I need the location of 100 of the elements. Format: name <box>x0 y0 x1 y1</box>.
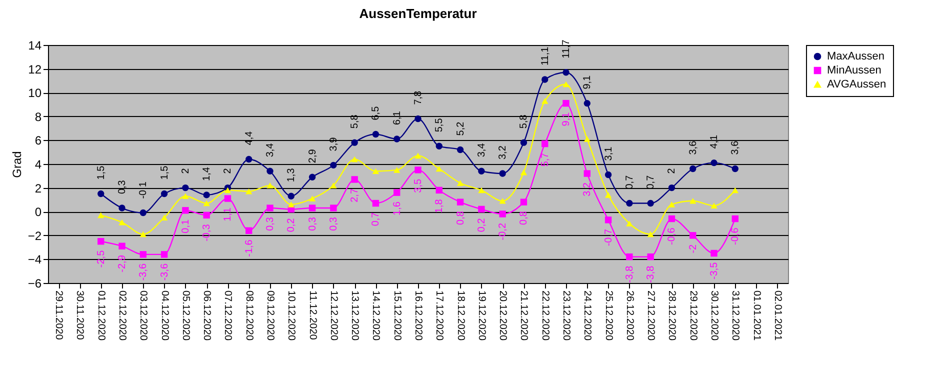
point <box>246 227 252 234</box>
point <box>372 200 380 207</box>
point <box>584 136 590 142</box>
point <box>182 207 189 214</box>
point <box>626 220 633 226</box>
x-tick-label: 31.12.2020 <box>730 290 741 341</box>
point <box>436 166 442 172</box>
data-label: -0,6 <box>730 227 742 245</box>
data-label: 1,3 <box>286 168 298 182</box>
x-tick-label: 01.01.2021 <box>750 290 762 341</box>
point <box>604 216 612 224</box>
point <box>224 187 232 194</box>
point <box>118 219 126 226</box>
point <box>710 250 718 257</box>
data-label: 3,1 <box>603 146 614 161</box>
point <box>160 251 168 258</box>
x-tick-label: 25.12.2020 <box>602 290 614 341</box>
point <box>394 189 400 196</box>
data-label: 0,7 <box>370 212 382 226</box>
point <box>266 204 274 212</box>
data-label: 0,2 <box>476 218 488 232</box>
point <box>732 165 738 172</box>
x-tick-label: 24.12.2020 <box>582 290 593 341</box>
point <box>710 202 718 209</box>
data-label: -2,5 <box>96 250 107 268</box>
data-label: 2,9 <box>307 148 318 164</box>
data-label: 2,7 <box>350 188 361 202</box>
point <box>414 166 422 174</box>
point <box>499 170 506 177</box>
point <box>140 209 146 216</box>
point <box>690 165 696 172</box>
y-tick-label: −6 <box>28 276 42 290</box>
point <box>351 176 358 183</box>
point <box>246 188 252 194</box>
point <box>478 206 485 213</box>
chart-title: AussenTemperatur <box>359 6 477 21</box>
point <box>520 198 528 206</box>
x-tick-label: 30.11.2020 <box>74 290 86 340</box>
x-tick-label: 12.12.2020 <box>328 290 339 341</box>
x-tick-label: 22.12.2020 <box>539 290 550 341</box>
data-label: 6,1 <box>392 110 403 126</box>
x-tick-label: 09.12.2020 <box>264 290 276 341</box>
point <box>626 200 633 207</box>
data-label: 3,4 <box>265 142 276 158</box>
y-tick-label: 14 <box>28 38 42 52</box>
data-label: 0,3 <box>328 216 340 231</box>
point <box>98 238 104 245</box>
point <box>668 202 676 208</box>
x-tick-label: 29.12.2020 <box>687 290 698 341</box>
point <box>562 69 570 76</box>
point <box>182 193 189 200</box>
data-label: 1,6 <box>392 201 403 216</box>
point <box>308 174 316 180</box>
data-label: 9,1 <box>582 74 594 90</box>
point <box>203 192 210 198</box>
data-label: -0,6 <box>666 227 678 245</box>
x-tick-label: 18.12.2020 <box>454 290 466 341</box>
data-label: -1,6 <box>244 239 255 257</box>
point <box>414 115 422 122</box>
x-tick-label: 29.11.2020 <box>53 290 64 340</box>
point <box>456 198 464 206</box>
data-label: -3,5 <box>709 262 720 280</box>
x-tick-label: 17.12.2020 <box>434 290 445 341</box>
data-label: -3,8 <box>624 265 636 284</box>
point <box>710 159 718 166</box>
data-label: 3,6 <box>730 140 742 155</box>
x-tick-label: 19.12.2020 <box>476 290 487 341</box>
point <box>604 171 612 178</box>
point <box>520 169 528 176</box>
y-tick-label: 4 <box>34 158 42 172</box>
point <box>288 192 294 200</box>
point <box>584 100 590 107</box>
data-label: 3,6 <box>688 140 699 155</box>
point <box>647 253 654 260</box>
x-tick-label: 05.12.2020 <box>180 290 191 341</box>
point <box>308 204 316 212</box>
point <box>351 156 358 162</box>
data-label: 0,3 <box>117 180 128 194</box>
y-tick-label: 6 <box>34 134 42 148</box>
point <box>626 253 633 260</box>
data-label: 5,7 <box>540 152 551 167</box>
point <box>118 204 126 212</box>
point <box>690 198 696 204</box>
data-label: 1,5 <box>96 165 107 180</box>
data-label: 3,2 <box>582 182 594 196</box>
point <box>203 200 210 206</box>
data-label: 0,3 <box>307 216 318 231</box>
legend-label: MinAussen <box>827 64 882 76</box>
point <box>542 98 548 104</box>
data-label: 1,5 <box>159 165 170 180</box>
point <box>647 200 654 207</box>
x-tick-label: 26.12.2020 <box>624 290 635 341</box>
data-label: 9,1 <box>561 112 572 126</box>
point <box>456 146 464 154</box>
point <box>520 139 528 146</box>
point <box>224 195 232 202</box>
x-tick-label: 04.12.2020 <box>158 290 170 341</box>
y-axis-title: Grad <box>10 151 24 178</box>
data-label: 1,8 <box>434 198 446 214</box>
data-label: 0,8 <box>455 210 466 225</box>
